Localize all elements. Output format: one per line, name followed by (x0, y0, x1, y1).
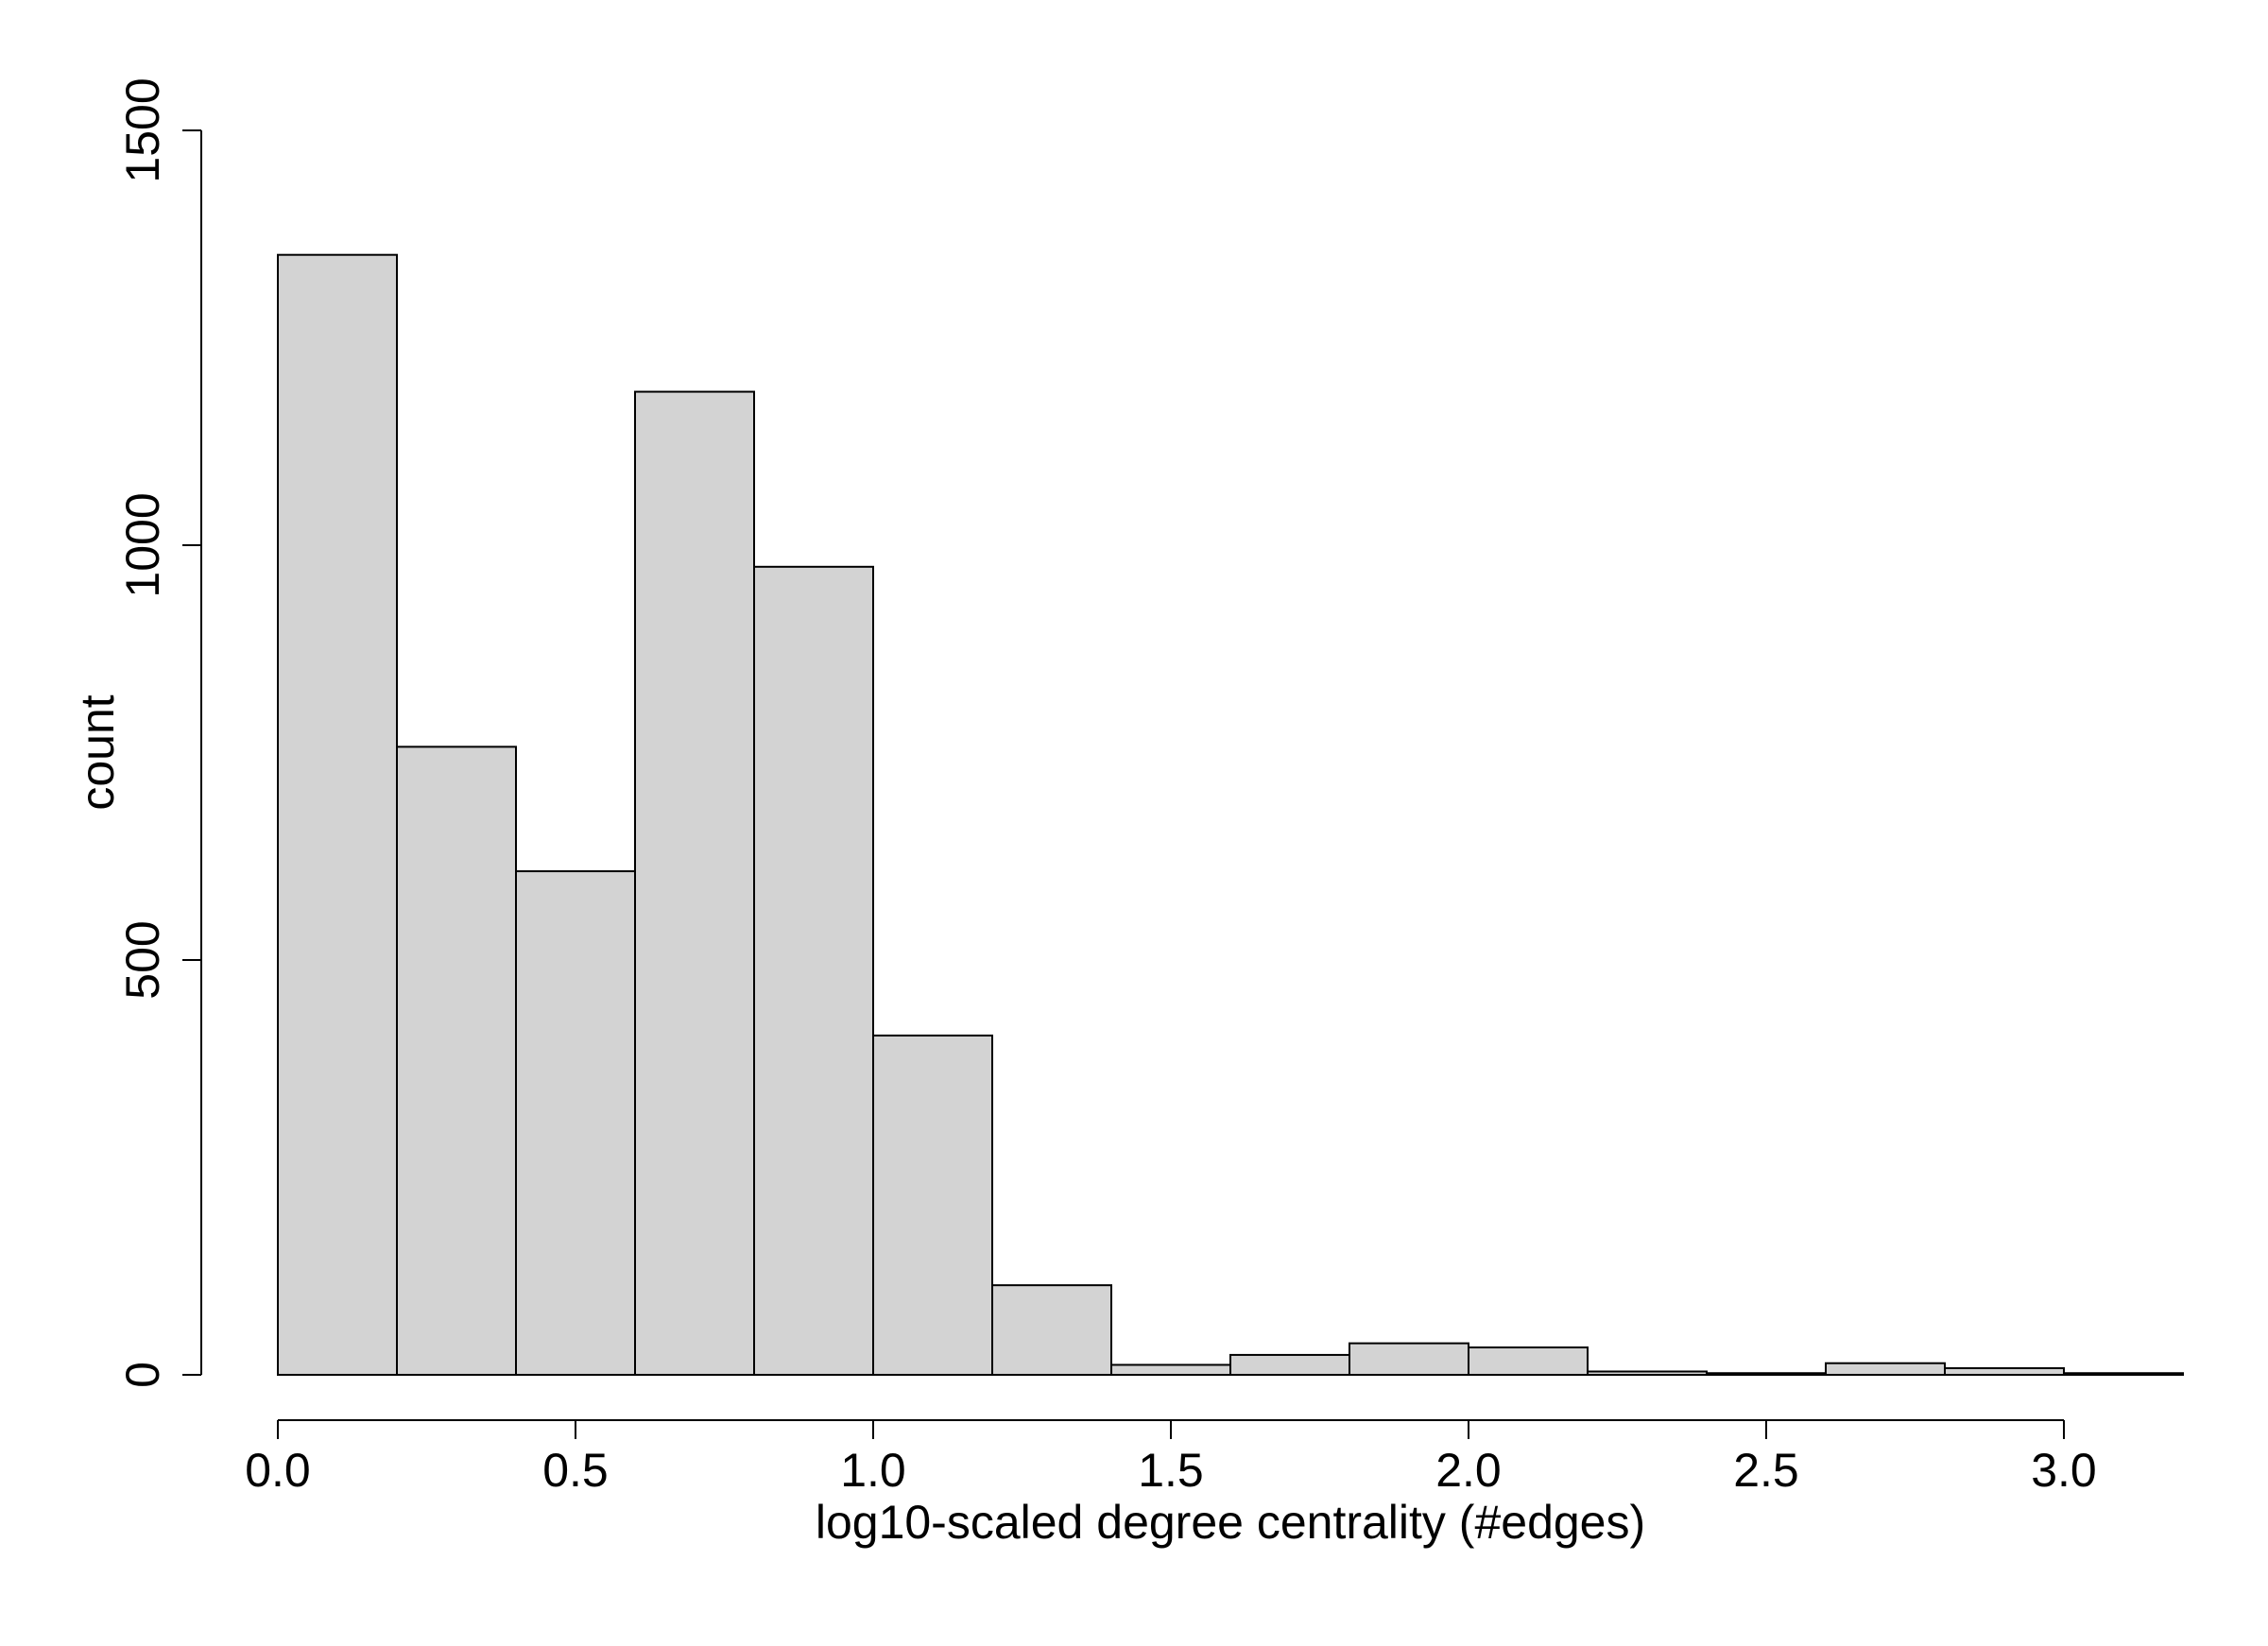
histogram-bar-6 (991, 1284, 1112, 1377)
histogram-bar-15 (2063, 1372, 2184, 1377)
histogram-bar-0 (277, 253, 398, 1377)
x-tick-label-4: 2.0 (1435, 1444, 1502, 1497)
y-tick-label-1: 500 (116, 920, 169, 999)
x-tick-label-5: 2.5 (1733, 1444, 1799, 1497)
y-axis: 0 500 1000 1500 (116, 77, 202, 1388)
y-tick-label-0: 0 (116, 1362, 169, 1388)
histogram-bar-8 (1229, 1353, 1350, 1376)
histogram-bar-14 (1944, 1366, 2065, 1376)
histogram-bar-1 (396, 746, 517, 1376)
histogram-bar-9 (1349, 1342, 1469, 1376)
y-axis-label: count (71, 694, 124, 810)
x-axis-label: log10-scaled degree centrality (#edges) (816, 1496, 1645, 1549)
x-tick-label-6: 3.0 (2031, 1444, 2097, 1497)
histogram-bar-3 (634, 390, 755, 1377)
histogram-bar-7 (1110, 1363, 1231, 1376)
histogram-bar-11 (1587, 1370, 1708, 1377)
histogram-bars (277, 253, 2184, 1377)
x-axis: 0.0 0.5 1.0 1.5 2.0 2.5 3.0 (245, 1419, 2097, 1497)
histogram-bar-4 (753, 565, 874, 1376)
x-axis-ticks: 0.0 0.5 1.0 1.5 2.0 2.5 3.0 (245, 1420, 2097, 1497)
y-tick-label-2: 1000 (116, 492, 169, 597)
y-tick-label-3: 1500 (116, 77, 169, 182)
y-axis-ticks: 0 500 1000 1500 (116, 77, 201, 1388)
x-tick-label-0: 0.0 (245, 1444, 311, 1497)
histogram-bar-10 (1468, 1346, 1589, 1376)
x-tick-label-2: 1.0 (840, 1444, 906, 1497)
histogram-bar-12 (1706, 1372, 1827, 1377)
histogram-bar-13 (1825, 1362, 1946, 1377)
x-tick-label-1: 0.5 (542, 1444, 609, 1497)
histogram-bar-2 (515, 870, 636, 1376)
histogram-bar-5 (872, 1034, 993, 1376)
x-tick-label-3: 1.5 (1138, 1444, 1204, 1497)
